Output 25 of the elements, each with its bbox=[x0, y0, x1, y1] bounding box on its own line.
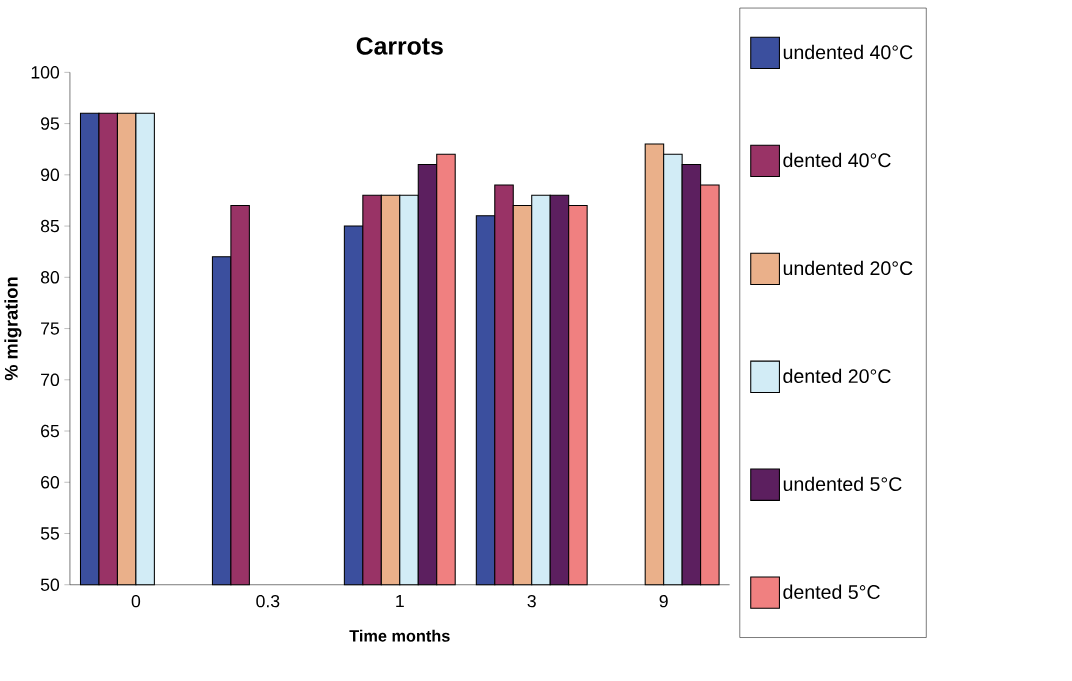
chart-title: Carrots bbox=[356, 37, 443, 55]
x-axis-title: Time months bbox=[349, 629, 450, 642]
legend-label: dented 20°C bbox=[783, 368, 891, 384]
y-tick-label: 60 bbox=[41, 476, 60, 489]
legend-label: undented 20°C bbox=[783, 260, 913, 276]
y-tick-label: 65 bbox=[41, 425, 60, 438]
y-tick-label: 55 bbox=[40, 527, 60, 540]
x-tick-label: 9 bbox=[659, 595, 668, 608]
y-axis-title: % migration bbox=[4, 277, 22, 381]
x-tick-label: 3 bbox=[527, 595, 536, 608]
y-tick-label: 90 bbox=[41, 168, 60, 182]
x-tick-label: 1 bbox=[396, 595, 404, 608]
legend-label: dented 5°C bbox=[783, 584, 880, 600]
y-tick-label: 80 bbox=[40, 271, 60, 284]
x-tick-label: 0 bbox=[131, 595, 141, 608]
x-tick-label: 0.3 bbox=[256, 595, 280, 608]
legend-label: undented 40°C bbox=[783, 45, 913, 60]
y-tick-label: 95 bbox=[41, 117, 60, 131]
y-tick-label: 50 bbox=[40, 578, 60, 592]
legend-label: dented 40°C bbox=[783, 153, 891, 168]
y-tick-label: 85 bbox=[40, 220, 60, 233]
y-tick-label: 100 bbox=[31, 66, 60, 79]
legend-label: undented 5°C bbox=[783, 476, 902, 492]
y-tick-label: 70 bbox=[41, 373, 60, 387]
y-tick-label: 75 bbox=[41, 322, 60, 335]
